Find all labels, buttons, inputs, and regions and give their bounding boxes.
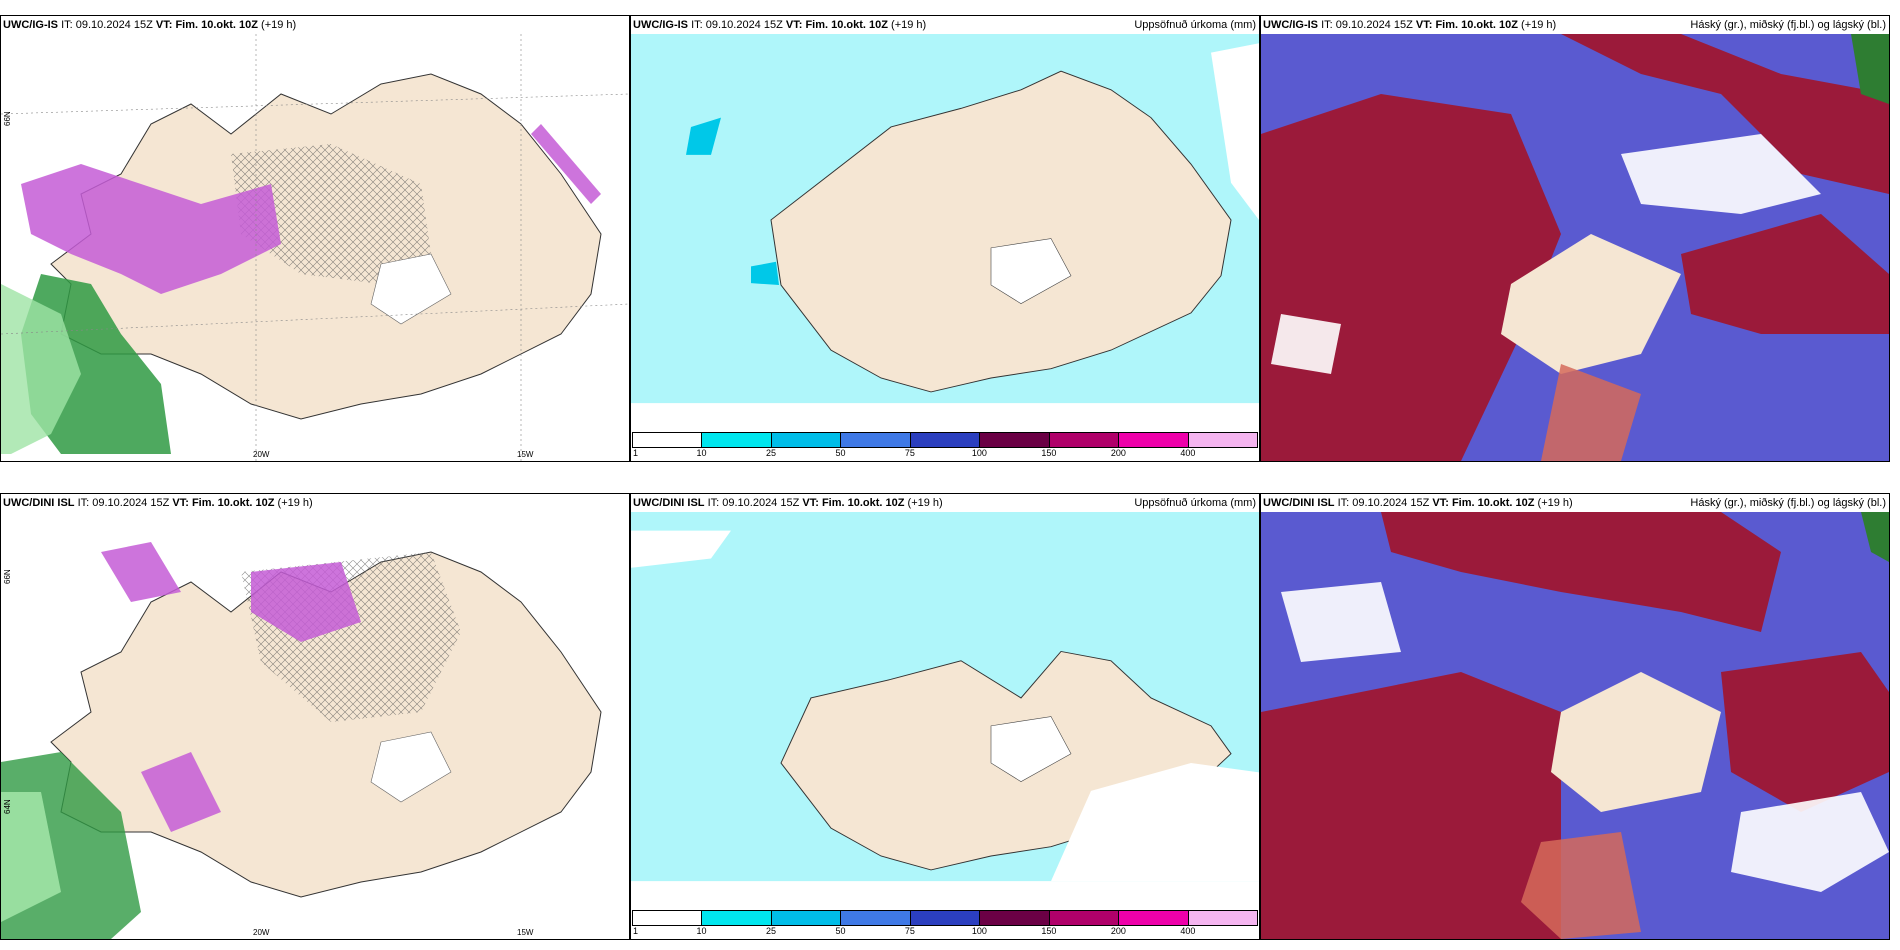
lat-label-64n: 64N <box>3 799 12 814</box>
colorbar-ticks: 1 10 25 50 75 100 150 200 400 <box>632 448 1258 460</box>
swatch-75 <box>910 911 981 925</box>
tick: 10 <box>696 448 707 458</box>
tick: 200 <box>1110 926 1126 936</box>
lat-label-66n: 66N <box>3 569 12 584</box>
panel-precip-type-ig: UWC/IG-IS IT: 09.10.2024 15Z VT: Fim. 10… <box>0 15 630 462</box>
row-separator <box>0 462 1900 488</box>
tick: 25 <box>765 926 776 936</box>
swatch-150 <box>1049 433 1120 447</box>
colorbar-ticks: 1 10 25 50 75 100 150 200 400 <box>632 926 1258 938</box>
tick: 200 <box>1110 448 1126 458</box>
lon-label-15w: 15W <box>517 450 534 459</box>
swatch-400 <box>1188 911 1257 925</box>
swatch-100 <box>980 911 1050 925</box>
tick: 150 <box>1041 448 1057 458</box>
swatch-100 <box>980 433 1050 447</box>
iceland-precip-type-map[interactable] <box>1 34 629 461</box>
swatch-25 <box>771 911 842 925</box>
tick: 50 <box>835 448 846 458</box>
iceland-precip-map[interactable] <box>631 512 1259 909</box>
swatch-75 <box>910 433 981 447</box>
colorbar-swatches <box>632 910 1258 926</box>
panel-header: UWC/DINI ISL IT: 09.10.2024 15Z VT: Fim.… <box>3 497 313 509</box>
precip-colorbar: 1 10 25 50 75 100 150 200 400 <box>632 432 1258 460</box>
iceland-cloud-map[interactable] <box>1261 512 1889 939</box>
tick: 100 <box>971 926 987 936</box>
swatch-1 <box>633 433 703 447</box>
precip-title: Uppsöfnuð úrkoma (mm) <box>1134 19 1256 31</box>
swatch-1 <box>633 911 703 925</box>
panel-header: UWC/IG-IS IT: 09.10.2024 15Z VT: Fim. 10… <box>3 19 297 31</box>
panel-precip-ig: UWC/IG-IS IT: 09.10.2024 15Z VT: Fim. 10… <box>630 15 1260 462</box>
tick: 25 <box>765 448 776 458</box>
tick: 100 <box>971 448 987 458</box>
panel-header: UWC/DINI ISL IT: 09.10.2024 15Z VT: Fim.… <box>1263 497 1573 509</box>
panel-header: UWC/IG-IS IT: 09.10.2024 15Z VT: Fim. 10… <box>1263 19 1557 31</box>
tick: 400 <box>1180 926 1196 936</box>
swatch-25 <box>771 433 842 447</box>
swatch-200 <box>1119 911 1189 925</box>
iceland-cloud-map[interactable] <box>1261 34 1889 461</box>
panel-precip-type-dini: UWC/DINI ISL IT: 09.10.2024 15Z VT: Fim.… <box>0 493 630 940</box>
tick: 1 <box>633 448 639 458</box>
colorbar-swatches <box>632 432 1258 448</box>
swatch-50 <box>841 433 911 447</box>
tick: 75 <box>904 448 915 458</box>
precip-title: Uppsöfnuð úrkoma (mm) <box>1134 497 1256 509</box>
tick: 1 <box>633 926 639 936</box>
tick: 75 <box>904 926 915 936</box>
swatch-50 <box>841 911 911 925</box>
cloud-title: Háský (gr.), miðský (fj.bl.) og lágský (… <box>1690 497 1886 509</box>
precip-colorbar: 1 10 25 50 75 100 150 200 400 <box>632 910 1258 938</box>
panel-header: UWC/IG-IS IT: 09.10.2024 15Z VT: Fim. 10… <box>633 19 927 31</box>
tick: 50 <box>835 926 846 936</box>
tick: 400 <box>1180 448 1196 458</box>
lat-label-66n: 66N <box>3 111 12 126</box>
iceland-precip-type-map[interactable] <box>1 512 629 939</box>
lon-label-20w: 20W <box>253 928 270 937</box>
cloud-title: Háský (gr.), miðský (fj.bl.) og lágský (… <box>1690 19 1886 31</box>
panel-header: UWC/DINI ISL IT: 09.10.2024 15Z VT: Fim.… <box>633 497 943 509</box>
swatch-200 <box>1119 433 1189 447</box>
panel-precip-dini: UWC/DINI ISL IT: 09.10.2024 15Z VT: Fim.… <box>630 493 1260 940</box>
lon-label-20w: 20W <box>253 450 270 459</box>
swatch-150 <box>1049 911 1120 925</box>
panel-clouds-ig: UWC/IG-IS IT: 09.10.2024 15Z VT: Fim. 10… <box>1260 15 1890 462</box>
swatch-10 <box>702 911 772 925</box>
swatch-400 <box>1188 433 1257 447</box>
iceland-precip-map[interactable] <box>631 34 1259 431</box>
panel-clouds-dini: UWC/DINI ISL IT: 09.10.2024 15Z VT: Fim.… <box>1260 493 1890 940</box>
tick: 10 <box>696 926 707 936</box>
tick: 150 <box>1041 926 1057 936</box>
lon-label-15w: 15W <box>517 928 534 937</box>
swatch-10 <box>702 433 772 447</box>
